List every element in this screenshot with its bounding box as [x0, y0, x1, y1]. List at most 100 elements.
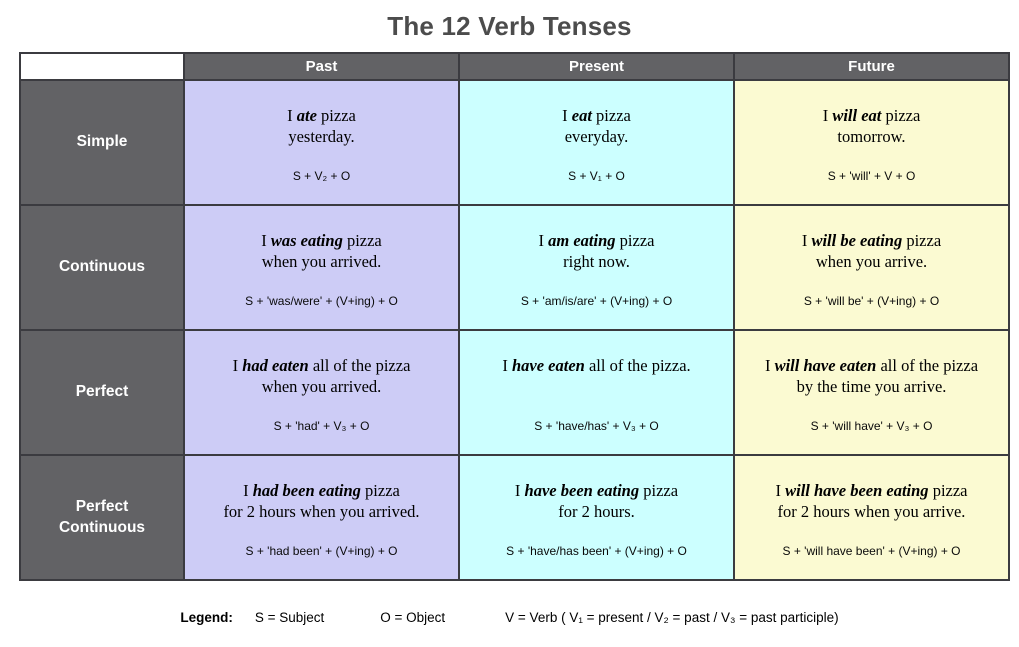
example-sentence: I have eaten all of the pizza.: [502, 355, 690, 376]
cell-perfect-continuous-past: I had been eating pizza for 2 hours when …: [183, 454, 460, 581]
sentence-post: pizza: [928, 481, 968, 500]
verb-phrase: will eat: [832, 106, 882, 125]
sentence-line-2: tomorrow.: [837, 127, 906, 147]
verb-phrase: was eating: [270, 231, 343, 250]
legend-item-subject: S = Subject: [254, 610, 325, 625]
example-sentence: I had been eating pizza for 2 hours when …: [223, 480, 419, 523]
verb-phrase: ate: [296, 106, 317, 125]
sentence-post: all of the pizza.: [584, 356, 691, 375]
verb-phrase: eat: [571, 106, 592, 125]
sentence-pre: I: [287, 106, 297, 125]
column-header-future: Future: [733, 52, 1010, 81]
sentence-pre: I: [502, 356, 512, 375]
verb-phrase: have eaten: [511, 356, 585, 375]
example-sentence: I will have eaten all of the pizza by the…: [765, 355, 978, 398]
cell-continuous-future: I will be eating pizza when you arrive. S…: [733, 204, 1010, 331]
tense-formula: S + 'had' + V₃ + O: [273, 419, 370, 433]
sentence-line-2: when you arrived.: [261, 377, 382, 397]
tense-formula: S + V₁ + O: [568, 169, 625, 183]
sentence-pre: I: [801, 231, 812, 250]
sentence-pre: I: [232, 356, 243, 375]
sentence-post: pizza: [342, 231, 382, 250]
verb-phrase: am eating: [548, 231, 616, 250]
tense-formula: S + 'will have been' + (V+ing) + O: [782, 544, 961, 558]
verb-phrase: will have been eating: [785, 481, 929, 500]
example-sentence: I am eating pizza right now.: [539, 230, 655, 273]
sentence-line-2: everyday.: [564, 127, 629, 147]
sentence-post: pizza: [316, 106, 356, 125]
column-header-present: Present: [458, 52, 735, 81]
cell-continuous-present: I am eating pizza right now. S + 'am/is/a…: [458, 204, 735, 331]
sentence-pre: I: [775, 481, 786, 500]
sentence-pre: I: [538, 231, 549, 250]
legend-item-verb: V = Verb ( V₁ = present / V₂ = past / V₃…: [505, 610, 839, 625]
sentence-line-2: right now.: [563, 252, 630, 272]
cell-perfect-future: I will have eaten all of the pizza by the…: [733, 329, 1010, 456]
sentence-line-2: for 2 hours when you arrive.: [777, 502, 966, 522]
tense-formula: S + 'will be' + (V+ing) + O: [803, 294, 940, 308]
cell-simple-past: I ate pizza yesterday. S + V₂ + O: [183, 79, 460, 206]
sentence-line-2: for 2 hours.: [558, 502, 635, 522]
tense-formula: S + 'am/is/are' + (V+ing) + O: [520, 294, 673, 308]
page-title: The 12 Verb Tenses: [387, 11, 632, 41]
corner-cell: [19, 52, 185, 81]
tense-formula: S + 'was/were' + (V+ing) + O: [245, 294, 398, 308]
header-row: Past Present Future: [19, 52, 1010, 81]
sentence-post: all of the pizza: [308, 356, 411, 375]
example-sentence: I had eaten all of the pizza when you arr…: [233, 355, 411, 398]
sentence-post: all of the pizza: [876, 356, 979, 375]
sentence-post: pizza: [881, 106, 921, 125]
example-sentence: I will be eating pizza when you arrive.: [802, 230, 941, 273]
sentence-post: pizza: [360, 481, 400, 500]
verb-phrase: will have eaten: [774, 356, 877, 375]
row-perfect: Perfect I had eaten all of the pizza when…: [19, 329, 1010, 456]
row-label-perfect: Perfect: [19, 329, 185, 456]
row-label-simple: Simple: [19, 79, 185, 206]
cell-perfect-continuous-present: I have been eating pizza for 2 hours. S +…: [458, 454, 735, 581]
verb-tense-table: Past Present Future Simple I ate pizza ye…: [19, 52, 1010, 581]
sentence-pre: I: [261, 231, 271, 250]
sentence-post: pizza: [615, 231, 655, 250]
row-label-perfect-continuous: Perfect Continuous: [19, 454, 185, 581]
example-sentence: I ate pizza yesterday.: [287, 105, 356, 148]
sentence-post: pizza: [902, 231, 942, 250]
legend-item-object: O = Object: [380, 610, 446, 625]
cell-perfect-present: I have eaten all of the pizza. S + 'have…: [458, 329, 735, 456]
cell-simple-present: I eat pizza everyday. S + V₁ + O: [458, 79, 735, 206]
tense-formula: S + V₂ + O: [292, 169, 351, 183]
sentence-pre: I: [243, 481, 253, 500]
legend: Legend: S = Subject O = Object V = Verb …: [0, 610, 1019, 625]
example-sentence: I have been eating pizza for 2 hours.: [515, 480, 678, 523]
sentence-post: pizza: [639, 481, 679, 500]
sentence-pre: I: [562, 106, 572, 125]
sentence-line-2: for 2 hours when you arrived.: [223, 502, 420, 522]
cell-continuous-past: I was eating pizza when you arrived. S + …: [183, 204, 460, 331]
verb-phrase: will be eating: [811, 231, 903, 250]
example-sentence: I will eat pizza tomorrow.: [823, 105, 921, 148]
tense-formula: S + 'have/has' + V₃ + O: [534, 419, 659, 433]
verb-phrase: have been eating: [524, 481, 640, 500]
sentence-line-2: by the time you arrive.: [796, 377, 947, 397]
legend-label: Legend:: [180, 610, 233, 625]
example-sentence: I eat pizza everyday.: [562, 105, 631, 148]
row-simple: Simple I ate pizza yesterday. S + V₂ + O …: [19, 79, 1010, 206]
cell-simple-future: I will eat pizza tomorrow. S + 'will' + V…: [733, 79, 1010, 206]
sentence-pre: I: [514, 481, 525, 500]
tense-formula: S + 'will have' + V₃ + O: [810, 419, 933, 433]
example-sentence: I was eating pizza when you arrived.: [261, 230, 382, 273]
sentence-post: pizza: [591, 106, 631, 125]
cell-perfect-past: I had eaten all of the pizza when you arr…: [183, 329, 460, 456]
tense-formula: S + 'will' + V + O: [827, 169, 916, 183]
sentence-line-2: when you arrive.: [815, 252, 928, 272]
row-label-continuous: Continuous: [19, 204, 185, 331]
example-sentence: I will have been eating pizza for 2 hours…: [775, 480, 967, 523]
sentence-pre: I: [764, 356, 775, 375]
sentence-pre: I: [822, 106, 833, 125]
tense-formula: S + 'have/has been' + (V+ing) + O: [506, 544, 687, 558]
verb-phrase: had been eating: [252, 481, 361, 500]
verb-phrase: had eaten: [242, 356, 309, 375]
cell-perfect-continuous-future: I will have been eating pizza for 2 hours…: [733, 454, 1010, 581]
sentence-line-2: when you arrived.: [261, 252, 382, 272]
column-header-past: Past: [183, 52, 460, 81]
row-perfect-continuous: Perfect Continuous I had been eating piz…: [19, 454, 1010, 581]
